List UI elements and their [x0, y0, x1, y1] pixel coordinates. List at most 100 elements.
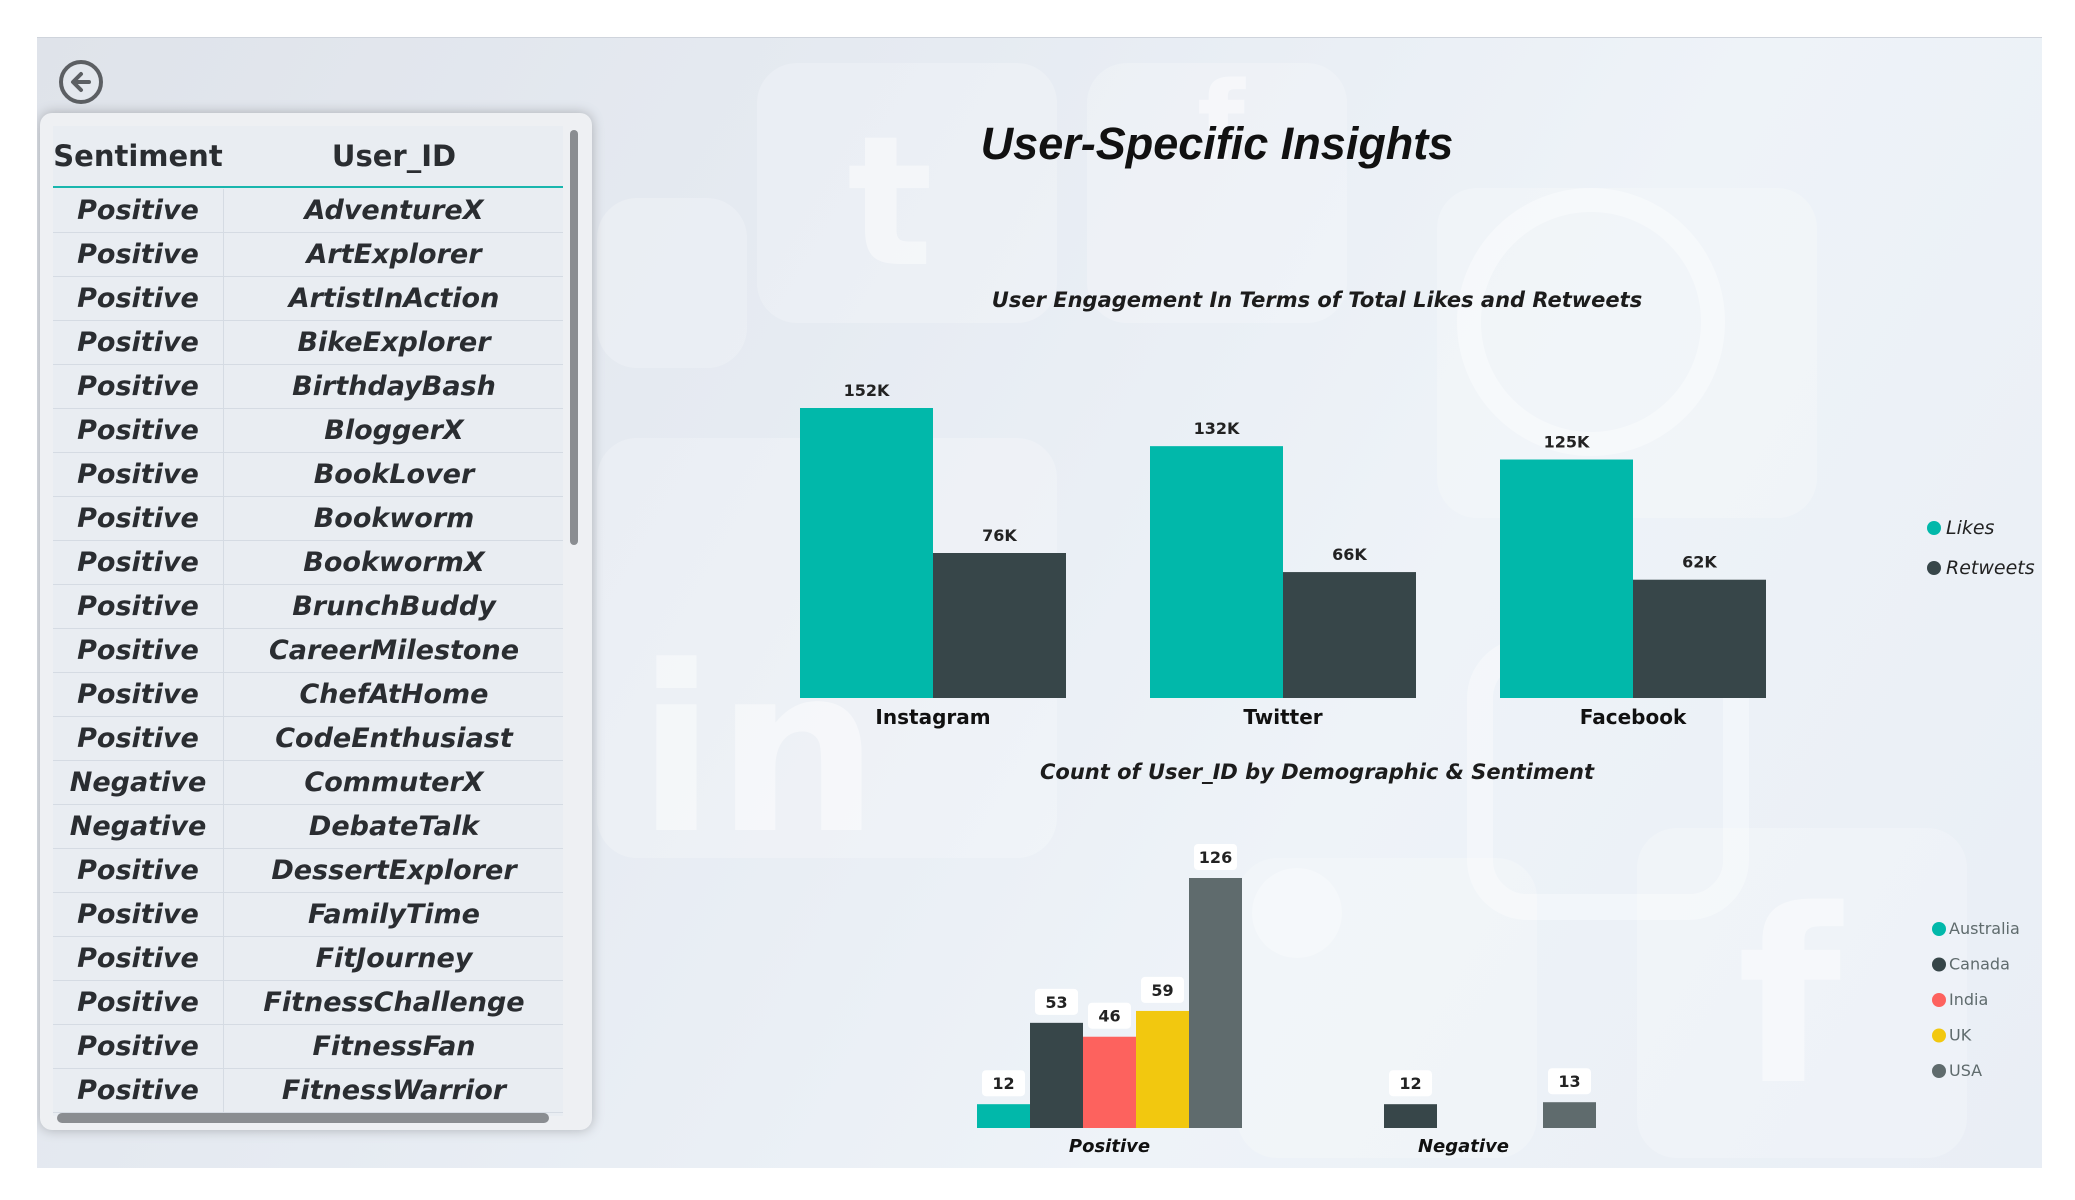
- data-label-background: [1548, 1068, 1591, 1095]
- engagement-chart-title: User Engagement In Terms of Total Likes …: [991, 288, 1643, 312]
- sentiment-cell: Positive: [53, 629, 224, 672]
- sentiment-cell: Positive: [53, 1069, 224, 1112]
- column-header-sentiment[interactable]: Sentiment: [53, 139, 223, 173]
- sentiment-cell: Positive: [53, 849, 224, 892]
- table-row[interactable]: Positive BookwormX: [53, 541, 563, 585]
- user-id-cell: DebateTalk: [308, 811, 480, 842]
- data-label-background: [1194, 844, 1237, 870]
- bar-canada-positive[interactable]: [1030, 1022, 1083, 1128]
- bar-usa-negative[interactable]: [1543, 1102, 1596, 1128]
- background-tile: [597, 198, 747, 368]
- bar-data-label: 62K: [1682, 553, 1717, 572]
- user-id-cell: BrunchBuddy: [292, 591, 496, 622]
- table-row[interactable]: Positive FitnessWarrior: [53, 1069, 563, 1113]
- sentiment-cell: Positive: [53, 321, 224, 364]
- legend-label[interactable]: Canada: [1949, 955, 2010, 974]
- table-row[interactable]: Negative DebateTalk: [53, 805, 563, 849]
- sentiment-cell: Negative: [53, 805, 224, 848]
- user-id-cell: ChefAtHome: [299, 679, 489, 710]
- sentiment-cell: Positive: [53, 981, 224, 1024]
- user-id-cell: ArtExplorer: [306, 239, 482, 270]
- sentiment-cell: Positive: [53, 453, 224, 496]
- user-sentiment-table: Sentiment User_ID Positive AdventureX Posi…: [40, 113, 592, 1130]
- bar-data-label: 66K: [1332, 545, 1367, 564]
- bar-likes-instagram[interactable]: [800, 408, 933, 698]
- back-arrow-icon: [71, 72, 91, 92]
- user-id-cell: BloggerX: [324, 415, 464, 446]
- bar-data-label: 46: [1098, 1007, 1120, 1026]
- bar-retweets-twitter[interactable]: [1283, 572, 1416, 698]
- table-row[interactable]: Positive FitJourney: [53, 937, 563, 981]
- table-row[interactable]: Positive FamilyTime: [53, 893, 563, 937]
- table-row[interactable]: Positive FitnessFan: [53, 1025, 563, 1069]
- table-row[interactable]: Positive ArtExplorer: [53, 233, 563, 277]
- bar-likes-facebook[interactable]: [1500, 459, 1633, 698]
- data-label-background: [1141, 976, 1184, 1003]
- table-row[interactable]: Positive AdventureX: [53, 189, 563, 233]
- bar-data-label: 132K: [1194, 419, 1240, 438]
- table-row[interactable]: Positive BookLover: [53, 453, 563, 497]
- bar-data-label: 13: [1558, 1072, 1580, 1091]
- table-row[interactable]: Positive CodeEnthusiast: [53, 717, 563, 761]
- table-row[interactable]: Positive Bookworm: [53, 497, 563, 541]
- x-axis-label: Positive: [1069, 1136, 1150, 1157]
- bar-india-positive[interactable]: [1083, 1036, 1136, 1128]
- legend-marker: [1932, 1064, 1946, 1078]
- twitter-watermark-icon: t: [847, 98, 934, 307]
- user-id-cell: CodeEnthusiast: [275, 723, 513, 754]
- legend-label[interactable]: Retweets: [1946, 557, 2035, 579]
- demographic-bar-chart: 12 53 46 59 126 Positive 12 13 Negative Australia…: [977, 844, 2020, 1157]
- user-id-cell: FitnessChallenge: [263, 987, 525, 1018]
- bar-data-label: 12: [992, 1074, 1014, 1093]
- column-header-user-id[interactable]: User_ID: [331, 139, 457, 173]
- sentiment-cell: Positive: [53, 409, 224, 452]
- horizontal-scrollbar[interactable]: [57, 1113, 549, 1123]
- legend-marker: [1932, 1028, 1946, 1043]
- data-label-background: [982, 1070, 1025, 1097]
- legend-label[interactable]: India: [1949, 990, 1988, 1009]
- x-axis-label: Instagram: [875, 705, 990, 729]
- sentiment-cell: Positive: [53, 189, 224, 232]
- back-button[interactable]: [59, 60, 103, 104]
- legend-label[interactable]: UK: [1949, 1026, 1972, 1045]
- table-row[interactable]: Positive DessertExplorer: [53, 849, 563, 893]
- table-row[interactable]: Negative CommuterX: [53, 761, 563, 805]
- header-divider: [53, 186, 563, 188]
- user-id-cell: FitnessWarrior: [281, 1075, 507, 1106]
- bar-uk-positive[interactable]: [1136, 1010, 1189, 1128]
- bar-retweets-facebook[interactable]: [1633, 579, 1766, 698]
- background-tile: [757, 63, 1057, 323]
- bar-retweets-instagram[interactable]: [933, 553, 1066, 698]
- bar-likes-twitter[interactable]: [1150, 446, 1283, 698]
- bar-usa-positive[interactable]: [1189, 878, 1242, 1128]
- bar-data-label: 12: [1399, 1074, 1421, 1093]
- table-row[interactable]: Positive BloggerX: [53, 409, 563, 453]
- user-id-cell: CommuterX: [304, 767, 484, 798]
- user-id-cell: FamilyTime: [308, 899, 480, 930]
- table-row[interactable]: Positive FitnessChallenge: [53, 981, 563, 1025]
- bar-data-label: 53: [1045, 993, 1067, 1012]
- vertical-scrollbar[interactable]: [570, 130, 578, 545]
- table-body: Sentiment User_ID Positive AdventureX Posi…: [53, 126, 563, 1116]
- background-tile: [1087, 63, 1347, 323]
- legend-label[interactable]: Australia: [1949, 919, 2020, 938]
- bar-australia-positive[interactable]: [977, 1104, 1030, 1128]
- bar-canada-negative[interactable]: [1384, 1104, 1437, 1128]
- legend-label[interactable]: Likes: [1946, 517, 1995, 539]
- facebook-watermark-icon: f: [1197, 58, 1245, 186]
- table-row[interactable]: Positive BikeExplorer: [53, 321, 563, 365]
- table-row[interactable]: Positive CareerMilestone: [53, 629, 563, 673]
- table-row[interactable]: Positive BirthdayBash: [53, 365, 563, 409]
- sentiment-cell: Positive: [53, 585, 224, 628]
- report-canvas: t f in f Sentiment User_ID Positive Adven…: [37, 37, 2042, 1168]
- page-title: User-Specific Insights: [980, 118, 1454, 169]
- legend-marker: [1932, 957, 1946, 972]
- table-row[interactable]: Positive BrunchBuddy: [53, 585, 563, 629]
- sentiment-cell: Positive: [53, 937, 224, 980]
- table-row[interactable]: Positive ChefAtHome: [53, 673, 563, 717]
- x-axis-label: Negative: [1418, 1136, 1509, 1157]
- legend-label[interactable]: USA: [1949, 1061, 1982, 1080]
- legend-marker: [1932, 922, 1946, 936]
- table-row[interactable]: Positive ArtistInAction: [53, 277, 563, 321]
- bar-data-label: 126: [1199, 848, 1232, 867]
